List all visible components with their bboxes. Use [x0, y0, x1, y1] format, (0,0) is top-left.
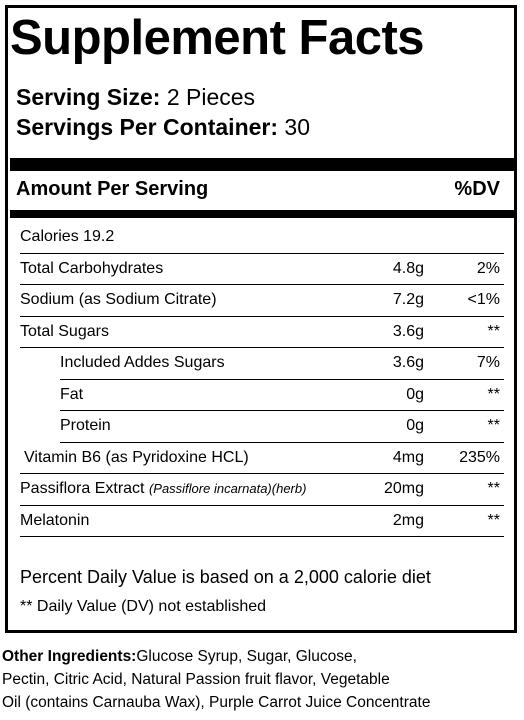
nutrient-amount: 3.6g — [392, 354, 424, 371]
nutrient-dv: <1% — [467, 291, 500, 308]
serving-size: Serving Size: 2 Pieces — [16, 82, 255, 112]
nutrient-name: Total Sugars — [20, 322, 109, 340]
ingredients-line-3: Oil (contains Carnauba Wax), Purple Carr… — [2, 694, 431, 711]
nutrient-amount: 20mg — [383, 480, 424, 497]
servings-per-container: Servings Per Container: 30 — [16, 112, 310, 142]
thick-divider-header — [10, 210, 514, 218]
nutrient-dv: ** — [487, 417, 500, 434]
nutrient-dv: ** — [487, 322, 500, 340]
nutrient-name: Sodium (as Sodium Citrate) — [20, 291, 217, 308]
nutrient-name-latin: (Passiflore incarnata)(herb) — [148, 481, 307, 496]
nutrient-row-vitamin-b6: Vitamin B6 (as Pyridoxine HCL) 4mg 235% — [20, 443, 504, 474]
nutrient-name-main: Passiflora Extract — [20, 480, 149, 497]
nutrient-amount: 4mg — [392, 448, 424, 466]
nutrient-row-protein: Protein 0g ** — [60, 411, 504, 443]
nutrient-dv: 235% — [459, 448, 500, 466]
nutrient-row-sodium: Sodium (as Sodium Citrate) 7.2g <1% — [20, 285, 504, 317]
supplement-facts-panel — [5, 5, 517, 633]
nutrient-name: Vitamin B6 (as Pyridoxine HCL) — [24, 448, 249, 466]
nutrient-amount: 4.8g — [392, 259, 424, 277]
nutrient-dv: 7% — [476, 354, 500, 371]
nutrient-dv: ** — [487, 511, 500, 529]
nutrient-name: Protein — [60, 417, 111, 434]
amount-per-serving-label: Amount Per Serving — [16, 178, 209, 200]
nutrient-amount: 0g — [406, 417, 424, 434]
nutrient-row-total-sugars: Total Sugars 3.6g ** — [20, 317, 504, 348]
nutrient-dv: ** — [487, 385, 500, 403]
amount-header: Amount Per Serving %DV — [16, 175, 500, 203]
nutrient-row-total-carbohydrates: Total Carbohydrates 4.8g 2% — [20, 254, 504, 285]
nutrient-amount: 3.6g — [392, 322, 424, 340]
nutrient-name: Total Carbohydrates — [20, 259, 164, 277]
nutrient-dv: ** — [487, 480, 500, 497]
dv-not-established-footnote: ** Daily Value (DV) not established — [20, 598, 267, 615]
ingredients-line-2: Pectin, Citric Acid, Natural Passion fru… — [2, 671, 390, 688]
nutrient-name: Passiflora Extract (Passiflore incarnata… — [20, 474, 306, 504]
daily-value-footnote: Percent Daily Value is based on a 2,000 … — [20, 567, 431, 587]
nutrient-name: Melatonin — [20, 511, 90, 529]
servings-per-container-label: Servings Per Container: — [16, 114, 279, 140]
panel-title: Supplement Facts — [10, 11, 425, 65]
nutrient-row-fat: Fat 0g ** — [60, 380, 504, 411]
nutrient-row-melatonin: Melatonin 2mg ** — [20, 506, 504, 537]
thick-divider-top — [10, 158, 514, 171]
nutrient-amount: 7.2g — [392, 291, 424, 308]
dv-header-label: %DV — [454, 178, 500, 200]
nutrient-name: Calories 19.2 — [20, 228, 115, 245]
ingredients-line-1: Other Ingredients:Glucose Syrup, Sugar, … — [2, 645, 522, 668]
servings-per-container-value: 30 — [278, 114, 311, 140]
ingredients-text-1: Glucose Syrup, Sugar, Glucose, — [136, 648, 357, 665]
other-ingredients: Other Ingredients:Glucose Syrup, Sugar, … — [2, 645, 522, 714]
nutrient-row-calories: Calories 19.2 — [20, 222, 504, 254]
serving-size-value: 2 Pieces — [160, 84, 256, 110]
nutrient-amount: 2mg — [392, 511, 424, 529]
nutrient-amount: 0g — [406, 385, 424, 403]
ingredients-label: Other Ingredients: — [2, 648, 137, 665]
nutrient-row-included-added-sugars: Included Addes Sugars 3.6g 7% — [60, 348, 504, 380]
nutrient-row-passiflora-extract: Passiflora Extract (Passiflore incarnata… — [20, 474, 504, 506]
nutrient-name: Included Addes Sugars — [60, 354, 225, 371]
nutrient-name: Fat — [60, 385, 84, 403]
serving-size-label: Serving Size: — [16, 84, 161, 110]
nutrient-dv: 2% — [476, 259, 500, 277]
